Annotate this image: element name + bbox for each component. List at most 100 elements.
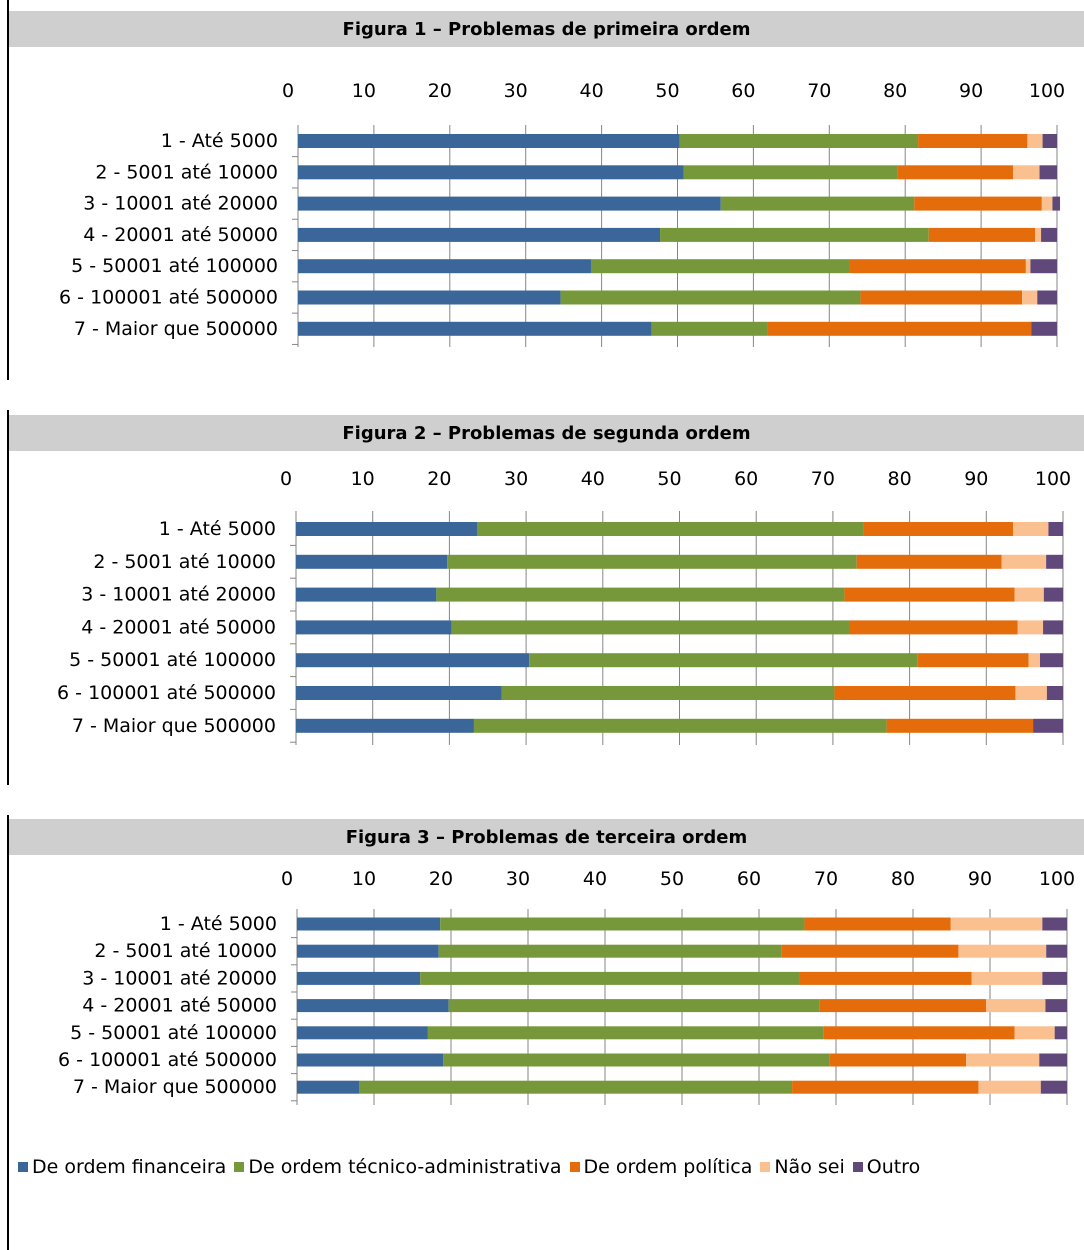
fig3-category-label: 6 - 100001 até 500000	[58, 1049, 277, 1071]
legend-item-nao-sei: Não sei	[760, 1156, 845, 1178]
fig1-xtick-label: 10	[352, 80, 376, 102]
fig2-bar-segment	[886, 718, 1034, 733]
fig2-bar-segment	[849, 620, 1018, 635]
fig3-bar-segment	[1046, 944, 1067, 958]
fig3-bar-segment	[958, 944, 1047, 958]
fig1-bar-segment	[1041, 196, 1053, 211]
fig1-xtick-label: 30	[504, 80, 528, 102]
fig3-bar-segment	[297, 1080, 360, 1094]
fig3-xtick-label: 50	[660, 868, 684, 890]
fig1-category-label: 6 - 100001 até 500000	[59, 287, 278, 309]
fig2-category-label: 7 - Maior que 500000	[72, 715, 276, 737]
fig2-xtick-label: 40	[581, 468, 605, 490]
fig1-bar-segment	[1037, 290, 1057, 305]
fig2-bar-segment	[447, 554, 857, 569]
fig3-bar-segment	[819, 999, 987, 1013]
fig1-xtick-label: 100	[1029, 80, 1065, 102]
fig3-bar-segment	[297, 917, 441, 931]
fig3-category-label: 7 - Maior que 500000	[73, 1076, 277, 1098]
fig3-bar-segment	[1042, 971, 1067, 985]
fig1-category-label: 7 - Maior que 500000	[74, 318, 278, 340]
fig2-bar-segment	[296, 620, 452, 635]
fig3-bar-segment	[829, 1053, 967, 1067]
fig3-bar-segment	[438, 944, 782, 958]
fig1-xtick-label: 50	[655, 80, 679, 102]
fig1-bar-segment	[1022, 290, 1038, 305]
figure-3-chart: 0 10 20 30 40 50 60 70 80 90 100 1 - Até 5000 2 - 50…	[0, 865, 1084, 1105]
fig2-xtick-label: 50	[657, 468, 681, 490]
fig2-xtick-label: 10	[351, 468, 375, 490]
fig2-bar-segment	[1039, 653, 1063, 668]
fig1-bar-segment	[1027, 134, 1043, 148]
fig2-bar-segment	[834, 686, 1016, 700]
fig2-xtick-label: 30	[504, 468, 528, 490]
fig2-bar-segment	[529, 653, 918, 668]
fig3-xtick-label: 40	[583, 868, 607, 890]
fig1-bar-segment	[918, 134, 1028, 148]
fig1-bar-segment	[1012, 165, 1040, 180]
fig2-xtick-label: 60	[734, 468, 758, 490]
figure-3-svg: 0 10 20 30 40 50 60 70 80 90 100 1 - Até 5000 2 - 50…	[58, 868, 1075, 1105]
fig3-bar-segment	[792, 1080, 979, 1094]
left-border-mid	[7, 410, 9, 785]
fig2-bar-segment	[501, 686, 835, 700]
fig2-bar-segment	[296, 718, 474, 733]
legend-label-nao-sei: Não sei	[774, 1156, 845, 1178]
fig2-bar-segment	[1028, 653, 1040, 668]
legend-swatch-politica	[569, 1162, 580, 1172]
fig3-category-label: 5 - 50001 até 100000	[70, 1022, 277, 1044]
figure-3-title: Figura 3 – Problemas de terceira ordem	[9, 819, 1084, 855]
fig1-bar-segment	[298, 134, 680, 148]
fig2-bar-segment	[477, 522, 864, 536]
fig3-bar-segment	[1039, 1053, 1067, 1067]
fig2-xtick-label: 70	[811, 468, 835, 490]
fig1-category-label: 1 - Até 5000	[161, 130, 278, 152]
fig2-bar-segment	[1046, 554, 1063, 569]
fig2-bar-segment	[473, 718, 887, 733]
figure-1-svg: 0 10 20 30 40 50 60 70 80 90 100 1 - Até 5000 2 - 50…	[59, 80, 1065, 347]
figure-1-chart: 0 10 20 30 40 50 60 70 80 90 100 1 - Até 5000 2 - 50…	[0, 75, 1084, 375]
fig3-bar-segment	[971, 971, 1043, 985]
fig3-bar-segment	[297, 999, 449, 1013]
fig2-bar-segment	[1015, 686, 1047, 700]
fig1-xtick-label: 70	[807, 80, 831, 102]
fig1-bar-segment	[860, 290, 1023, 305]
fig2-bar-segment	[1043, 620, 1063, 635]
legend-item-tecnico: De ordem técnico-administrativa	[234, 1156, 562, 1178]
fig1-xtick-label: 60	[731, 80, 755, 102]
fig3-xtick-label: 30	[506, 868, 530, 890]
fig1-bar-segment	[298, 259, 591, 274]
fig2-bar-segment	[844, 587, 1015, 602]
figure-2-title: Figura 2 – Problemas de segunda ordem	[9, 415, 1084, 451]
fig2-category-label: 3 - 10001 até 20000	[81, 584, 276, 606]
fig3-bar-segment	[448, 999, 820, 1013]
fig2-bar-segment	[296, 653, 530, 668]
figure-1-title: Figura 1 – Problemas de primeira ordem	[9, 11, 1084, 47]
fig3-xtick-label: 20	[429, 868, 453, 890]
left-border-top	[7, 0, 9, 380]
fig1-bar-segment	[560, 290, 861, 305]
fig2-xtick-label: 80	[888, 468, 912, 490]
fig1-bar-segment	[298, 321, 652, 336]
fig2-category-label: 6 - 100001 até 500000	[57, 682, 276, 704]
fig3-bar-segment	[1014, 1026, 1055, 1040]
fig2-bar-segment	[436, 587, 845, 602]
fig3-bar-segment	[1040, 1080, 1067, 1094]
legend-item-outro: Outro	[852, 1156, 920, 1178]
fig3-xtick-label: 100	[1039, 868, 1075, 890]
fig3-xtick-label: 70	[814, 868, 838, 890]
fig3-category-label: 2 - 5001 até 10000	[94, 940, 277, 962]
fig1-xtick-label: 80	[883, 80, 907, 102]
legend-swatch-financeira	[18, 1162, 28, 1172]
fig2-bar-segment	[1014, 587, 1044, 602]
fig3-category-label: 3 - 10001 até 20000	[82, 967, 277, 989]
fig1-xtick-label: 0	[282, 80, 294, 102]
fig3-xtick-label: 60	[737, 868, 761, 890]
fig1-category-label: 4 - 20001 até 50000	[83, 224, 278, 246]
fig1-bar-segment	[1030, 259, 1057, 274]
legend: De ordem financeira De ordem técnico-adm…	[18, 1156, 928, 1178]
fig1-bar-segment	[679, 134, 919, 148]
fig1-bar-segment	[914, 196, 1042, 211]
fig3-bar-segment	[966, 1053, 1040, 1067]
legend-item-politica: De ordem política	[569, 1156, 752, 1178]
